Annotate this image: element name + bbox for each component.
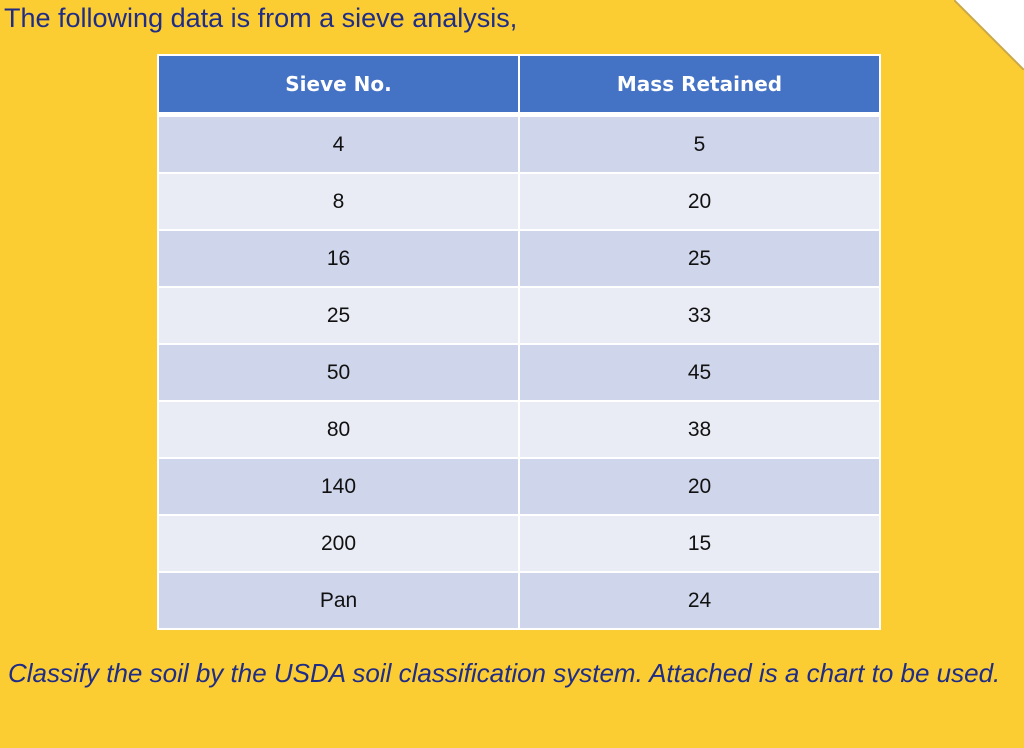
table-row: 25 33: [157, 286, 881, 345]
sieve-no-cell: 140: [157, 457, 520, 516]
mass-retained-cell: 38: [518, 400, 881, 459]
table-row: 4 5: [157, 113, 881, 174]
sieve-no-cell: 25: [157, 286, 520, 345]
column-header-sieve-no: Sieve No.: [157, 54, 520, 117]
mass-retained-cell: 20: [518, 172, 881, 231]
page-curl-decoration: [954, 0, 1024, 70]
mass-retained-cell: 5: [518, 113, 881, 174]
mass-retained-cell: 15: [518, 514, 881, 573]
mass-retained-cell: 33: [518, 286, 881, 345]
table-row: 140 20: [157, 457, 881, 516]
mass-retained-cell: 45: [518, 343, 881, 402]
sieve-no-cell: 80: [157, 400, 520, 459]
sieve-analysis-table: Sieve No. Mass Retained 4 5 8 20 16 25: [157, 54, 881, 630]
sieve-no-cell: Pan: [157, 571, 520, 630]
sieve-no-cell: 200: [157, 514, 520, 573]
sieve-no-cell: 50: [157, 343, 520, 402]
sieve-no-cell: 4: [157, 113, 520, 174]
question-text: Classify the soil by the USDA soil class…: [8, 658, 1001, 688]
table-row: 200 15: [157, 514, 881, 573]
table-row: 80 38: [157, 400, 881, 459]
table-row: 16 25: [157, 229, 881, 288]
table-row: 50 45: [157, 343, 881, 402]
intro-heading: The following data is from a sieve analy…: [4, 3, 518, 33]
sieve-no-cell: 8: [157, 172, 520, 231]
table-row: Pan 24: [157, 571, 881, 630]
column-header-mass-retained: Mass Retained: [518, 54, 881, 117]
sieve-table-container: Sieve No. Mass Retained 4 5 8 20 16 25: [157, 54, 881, 630]
sieve-no-cell: 16: [157, 229, 520, 288]
mass-retained-cell: 24: [518, 571, 881, 630]
mass-retained-cell: 25: [518, 229, 881, 288]
table-header-row: Sieve No. Mass Retained: [157, 54, 881, 117]
mass-retained-cell: 20: [518, 457, 881, 516]
table-row: 8 20: [157, 172, 881, 231]
